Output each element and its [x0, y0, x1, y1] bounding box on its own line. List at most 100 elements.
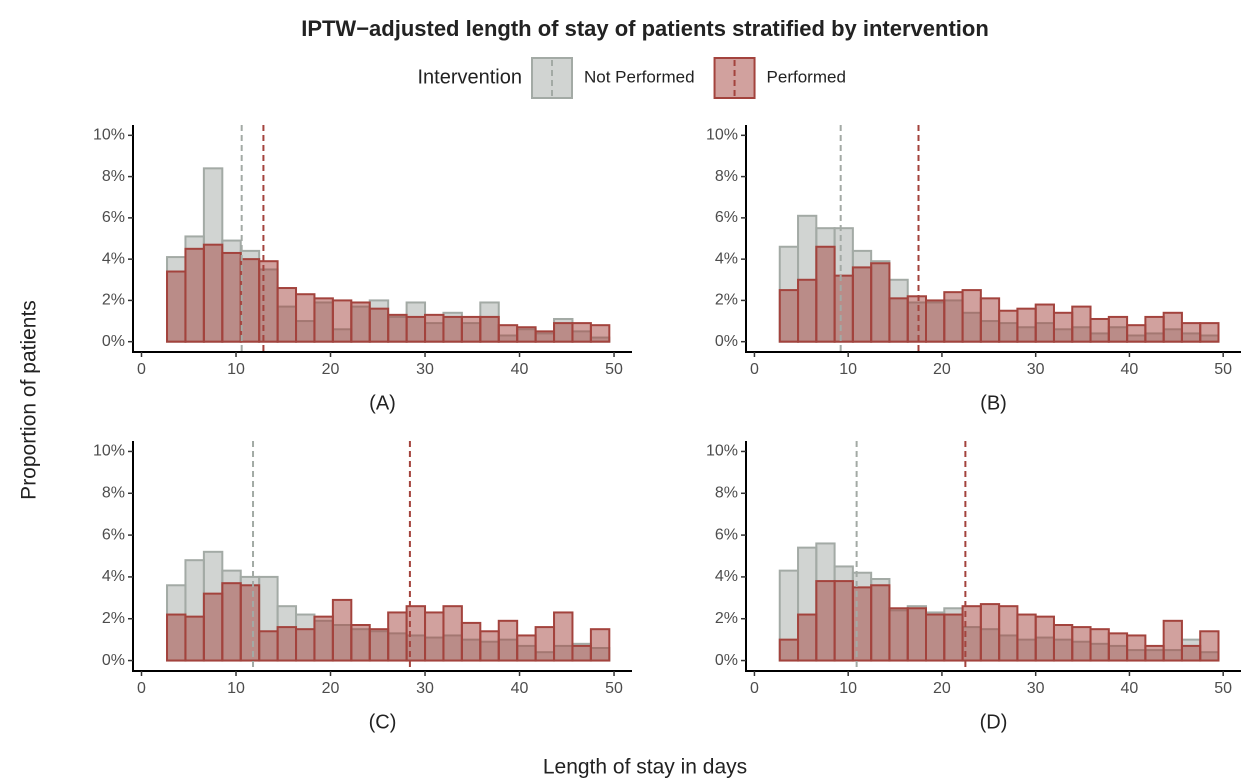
x-tick-label: 20 — [933, 361, 951, 378]
histogram-bar — [1071, 626, 1092, 662]
y-tick-label: 6% — [102, 209, 125, 226]
histogram-bar — [1034, 615, 1055, 662]
histogram-bar — [589, 628, 611, 662]
histogram-bar — [1144, 644, 1165, 662]
y-tick-label: 10% — [93, 443, 125, 460]
y-tick-label: 10% — [706, 127, 738, 144]
histogram-bar — [258, 260, 279, 343]
histogram-bar — [479, 630, 500, 662]
y-tick-label: 8% — [715, 484, 738, 501]
histogram-bar — [553, 611, 574, 662]
histogram-bar — [1071, 305, 1092, 343]
x-tick-label: 30 — [416, 361, 434, 378]
histogram-bar — [1126, 634, 1147, 662]
histogram-bar — [331, 598, 353, 662]
histogram-bar — [1052, 624, 1074, 662]
y-tick-label: 2% — [715, 610, 738, 627]
histogram-bar — [906, 295, 927, 343]
histogram-bar — [943, 291, 964, 343]
histogram-bar — [1144, 315, 1165, 343]
histogram-bar — [497, 324, 519, 343]
y-tick-label: 6% — [715, 526, 738, 543]
panel-label: (C) — [369, 711, 397, 733]
histogram-bar — [350, 624, 371, 662]
histogram-bar — [184, 247, 205, 343]
x-tick-label: 10 — [839, 361, 857, 378]
y-tick-label: 0% — [102, 333, 125, 350]
histogram-bar — [979, 603, 1001, 662]
histogram-bar — [350, 301, 371, 343]
x-tick-label: 10 — [227, 361, 245, 378]
histogram-bar — [851, 266, 873, 343]
x-tick-label: 10 — [839, 680, 857, 697]
histogram-bar — [1034, 303, 1055, 343]
histogram-bar — [961, 289, 982, 343]
x-tick-label: 50 — [605, 680, 623, 697]
histogram-bar — [368, 628, 390, 662]
y-axis-label: Proportion of patients — [18, 300, 41, 500]
x-tick-label: 50 — [605, 361, 623, 378]
histogram-bar — [1089, 628, 1110, 662]
histogram-bar — [387, 611, 408, 662]
histogram-bar — [998, 309, 1019, 343]
y-tick-label: 4% — [102, 568, 125, 585]
x-tick-label: 0 — [750, 680, 759, 697]
histogram-bar — [313, 615, 334, 662]
histogram-bar — [1016, 307, 1037, 343]
histogram-bar — [1162, 311, 1183, 343]
y-tick-label: 2% — [715, 292, 738, 309]
legend-title: Intervention — [417, 66, 522, 88]
histogram-bar — [221, 251, 242, 343]
panel-label: (A) — [369, 392, 396, 414]
y-tick-label: 0% — [715, 333, 738, 350]
y-tick-label: 8% — [102, 484, 125, 501]
histogram-bar — [998, 605, 1019, 662]
histogram-bar — [870, 584, 891, 662]
x-tick-label: 30 — [1027, 680, 1045, 697]
histogram-bar — [387, 313, 408, 343]
histogram-bar — [239, 258, 261, 343]
y-tick-label: 0% — [715, 652, 738, 669]
histogram-bar — [1052, 311, 1074, 343]
x-tick-label: 30 — [1027, 361, 1045, 378]
y-tick-label: 6% — [715, 209, 738, 226]
histogram-bar — [571, 644, 592, 662]
y-tick-label: 2% — [102, 292, 125, 309]
histogram-bar — [1126, 324, 1147, 343]
x-tick-label: 40 — [1121, 361, 1139, 378]
histogram-bar — [331, 299, 353, 343]
x-axis-label: Length of stay in days — [543, 756, 747, 779]
histogram-bar — [571, 322, 592, 343]
histogram-bar — [778, 289, 800, 343]
x-tick-label: 50 — [1214, 680, 1232, 697]
legend-label: Performed — [767, 67, 846, 86]
y-tick-label: 4% — [102, 250, 125, 267]
histogram-bar — [295, 293, 316, 343]
x-tick-label: 40 — [1121, 680, 1139, 697]
histogram-bar — [833, 580, 854, 662]
histogram-bar — [870, 262, 891, 343]
y-tick-label: 10% — [93, 127, 125, 144]
y-tick-label: 4% — [715, 250, 738, 267]
x-tick-label: 50 — [1214, 361, 1232, 378]
histogram-bar — [1107, 315, 1129, 343]
histogram-bar — [1180, 644, 1202, 662]
histogram-bar — [405, 315, 427, 343]
histogram-bar — [516, 326, 537, 343]
histogram-bar — [221, 582, 242, 662]
histogram-bar — [815, 580, 836, 662]
histogram-bar — [589, 324, 611, 343]
histogram-bar — [851, 586, 873, 662]
histogram-bar — [925, 613, 946, 662]
histogram-bar — [276, 287, 298, 343]
histogram-bar — [906, 607, 927, 662]
y-tick-label: 2% — [102, 610, 125, 627]
histogram-bar — [239, 584, 261, 662]
histogram-bar — [925, 299, 946, 343]
histogram-bar — [797, 278, 818, 343]
histogram-bar — [797, 613, 818, 662]
histogram-bar — [258, 630, 279, 662]
chart-title: IPTW−adjusted length of stay of patients… — [301, 16, 989, 41]
histogram-bar — [442, 315, 463, 343]
